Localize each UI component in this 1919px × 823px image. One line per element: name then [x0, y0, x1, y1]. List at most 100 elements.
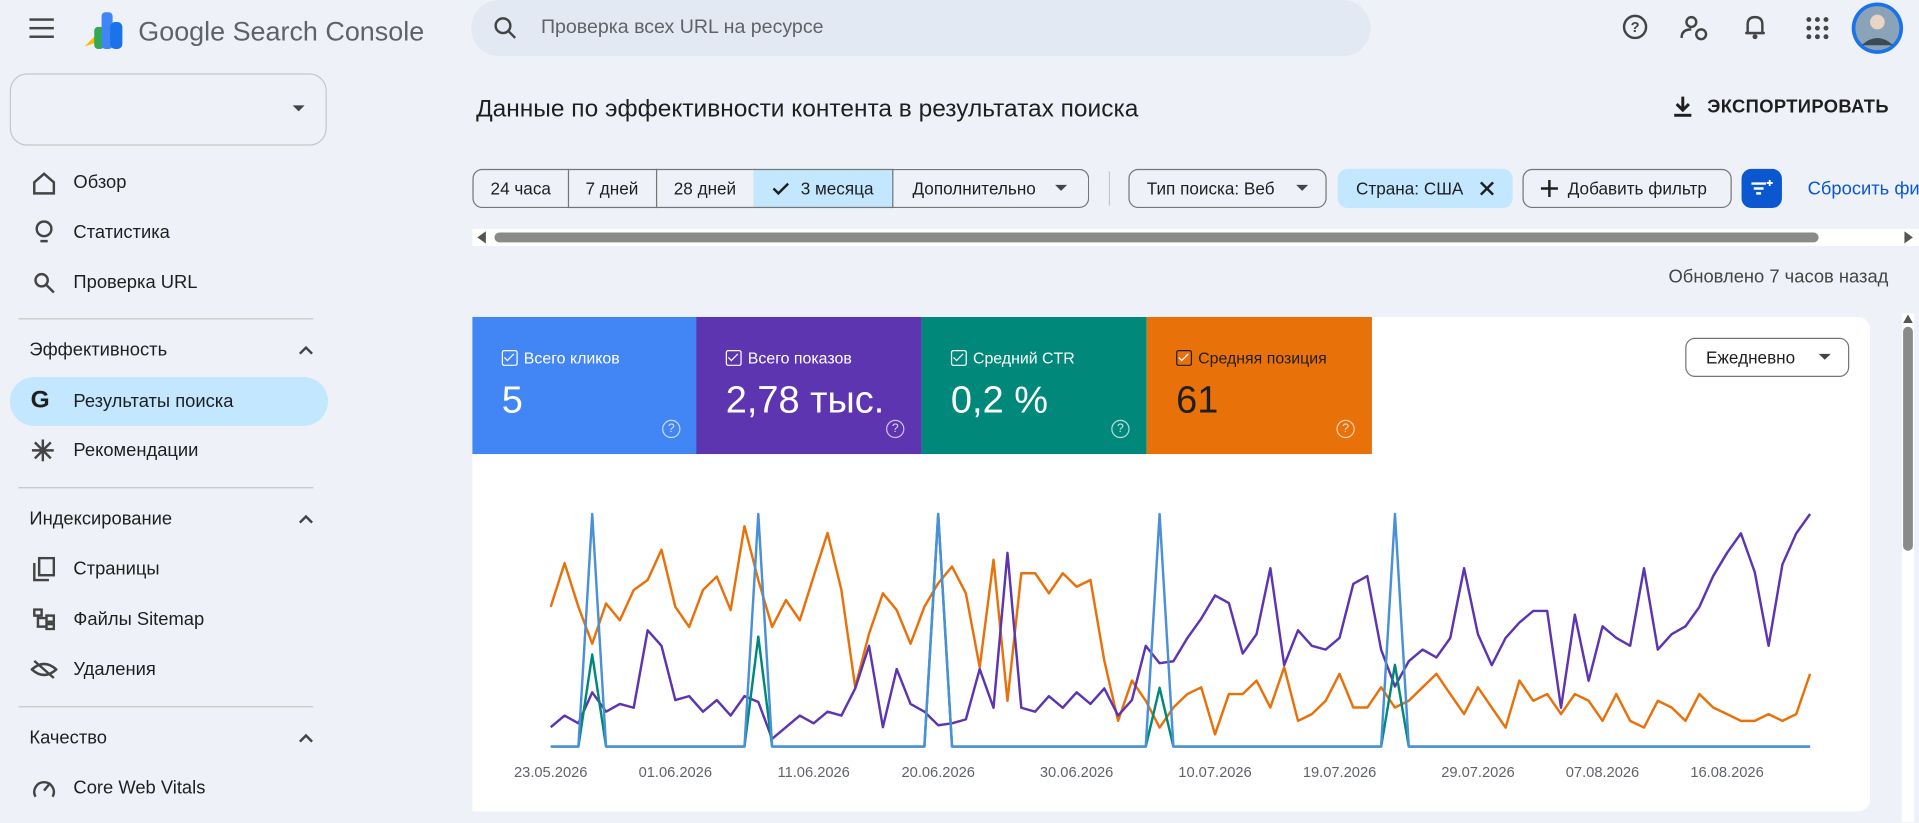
- divider: [18, 318, 314, 320]
- filter-label: Тип поиска: Веб: [1146, 178, 1275, 199]
- collapse-icon[interactable]: [298, 733, 314, 743]
- scroll-left[interactable]: [477, 231, 487, 244]
- metric-card[interactable]: Средний CTR 0,2 %?: [921, 316, 1147, 455]
- pages-icon: [33, 556, 56, 582]
- series-line: [549, 513, 1812, 741]
- x-tick-label: 07.08.2026: [1566, 765, 1639, 781]
- metric-label: Средний CTR: [972, 348, 1075, 368]
- granularity-select[interactable]: Ежедневно: [1685, 337, 1850, 377]
- x-tick-label: 01.06.2026: [639, 765, 712, 781]
- scroll-thumb[interactable]: [494, 232, 1819, 243]
- dropdown-arrow: [1296, 184, 1309, 191]
- range-button[interactable]: 7 дней: [567, 168, 658, 209]
- nav-item[interactable]: Удаления: [73, 659, 156, 680]
- collapse-icon[interactable]: [298, 514, 314, 524]
- plus-icon: [1540, 179, 1558, 198]
- g-icon: G: [30, 386, 50, 414]
- metric-label: Всего кликов: [523, 348, 620, 368]
- home-icon: [33, 172, 56, 195]
- check-icon: [772, 182, 790, 196]
- metric-card[interactable]: Всего кликов 5?: [472, 316, 698, 455]
- dropdown-arrow: [292, 105, 305, 112]
- settings-button[interactable]: [1680, 13, 1709, 42]
- metric-value: 2,78 тыс.: [725, 378, 885, 422]
- metric-label: Средняя позиция: [1198, 348, 1327, 368]
- bulb-icon: [35, 220, 53, 243]
- nav-item[interactable]: Результаты поиска: [73, 391, 234, 412]
- granularity-label: Ежедневно: [1706, 347, 1796, 368]
- asterisk-icon: [31, 439, 54, 462]
- page-scroll-thumb[interactable]: [1903, 326, 1913, 551]
- x-tick-label: 30.06.2026: [1040, 765, 1113, 781]
- x-tick-label: 19.07.2026: [1303, 765, 1376, 781]
- series-line: [549, 525, 1812, 736]
- filter-chip-active[interactable]: Страна: США: [1337, 168, 1513, 209]
- nav-item[interactable]: Рекомендации: [73, 439, 199, 461]
- x-tick-label: 29.07.2026: [1441, 765, 1514, 781]
- divider: [18, 487, 314, 489]
- notifications-button[interactable]: [1742, 12, 1771, 41]
- divider: [18, 706, 314, 708]
- removals-icon: [30, 659, 58, 679]
- product-name: Google Search Console: [138, 15, 425, 47]
- section-title[interactable]: Эффективность: [29, 339, 168, 361]
- nav-selected: [9, 376, 328, 426]
- range-label: Дополнительно: [912, 178, 1036, 199]
- help-icon: ?: [1336, 419, 1355, 439]
- range-more[interactable]: Дополнительно: [892, 168, 1090, 209]
- add-filter[interactable]: Добавить фильтр: [1522, 168, 1732, 209]
- search-icon: [494, 17, 517, 39]
- metric-card[interactable]: Всего показов 2,78 тыс.?: [696, 316, 922, 455]
- search-icon: [34, 272, 55, 294]
- updated-note: Обновлено 7 часов назад: [1668, 266, 1889, 288]
- page-title: Данные по эффективности контента в резул…: [476, 95, 1139, 123]
- filter-chip[interactable]: Тип поиска: Веб: [1128, 168, 1327, 209]
- search-box[interactable]: Проверка всех URL на ресурсе: [471, 0, 1371, 57]
- x-tick-label: 11.06.2026: [778, 765, 850, 781]
- filter-icon: [1751, 179, 1773, 195]
- divider: [1108, 171, 1111, 206]
- metric-value: 61: [1176, 378, 1219, 422]
- property-selector[interactable]: [9, 73, 327, 146]
- dropdown-arrow: [1055, 184, 1068, 191]
- section-title[interactable]: Качество: [29, 727, 107, 749]
- dropdown-arrow: [1818, 353, 1831, 360]
- filter-settings-button[interactable]: [1741, 168, 1782, 209]
- nav-item[interactable]: Статистика: [73, 222, 170, 243]
- nav-item[interactable]: Файлы Sitemap: [73, 608, 205, 630]
- nav-item[interactable]: Core Web Vitals: [73, 777, 206, 799]
- collapse-icon[interactable]: [298, 345, 314, 355]
- nav-item[interactable]: Проверка URL: [73, 272, 198, 294]
- search-placeholder: Проверка всех URL на ресурсе: [540, 17, 824, 38]
- help-icon: ?: [662, 419, 681, 439]
- nav-item[interactable]: Обзор: [73, 171, 127, 193]
- metric-value: 0,2 %: [950, 378, 1048, 422]
- svg-text:?: ?: [1631, 20, 1640, 36]
- logo: [84, 12, 123, 49]
- scroll-right[interactable]: [1904, 231, 1914, 244]
- nav-item[interactable]: Страницы: [73, 558, 160, 580]
- menu-button[interactable]: [29, 17, 58, 39]
- avatar[interactable]: [1850, 1, 1904, 55]
- filter-label: Добавить фильтр: [1567, 178, 1707, 199]
- section-title[interactable]: Индексирование: [29, 508, 173, 530]
- range-label: 3 месяца: [800, 178, 874, 199]
- scroll-up[interactable]: [1903, 314, 1913, 324]
- help-icon: ?: [1111, 419, 1130, 439]
- sitemap-icon: [33, 608, 56, 631]
- help-icon: ?: [886, 419, 905, 439]
- range-button-selected[interactable]: 3 месяца: [753, 168, 894, 209]
- metric-label: Всего показов: [747, 348, 852, 368]
- range-button[interactable]: 24 часа: [472, 168, 570, 209]
- download-icon: [1674, 96, 1692, 117]
- filter-label: Страна: США: [1356, 178, 1464, 199]
- apps-button[interactable]: [1805, 16, 1829, 40]
- x-tick-label: 16.08.2026: [1690, 765, 1763, 781]
- help-button[interactable]: ?: [1622, 13, 1651, 42]
- export-button[interactable]: ЭКСПОРТИРОВАТЬ: [1707, 96, 1889, 118]
- metric-card[interactable]: Средняя позиция 61?: [1146, 316, 1372, 455]
- reset-filters[interactable]: Сбросить фильтры: [1807, 178, 1919, 200]
- remove-icon[interactable]: [1479, 181, 1495, 196]
